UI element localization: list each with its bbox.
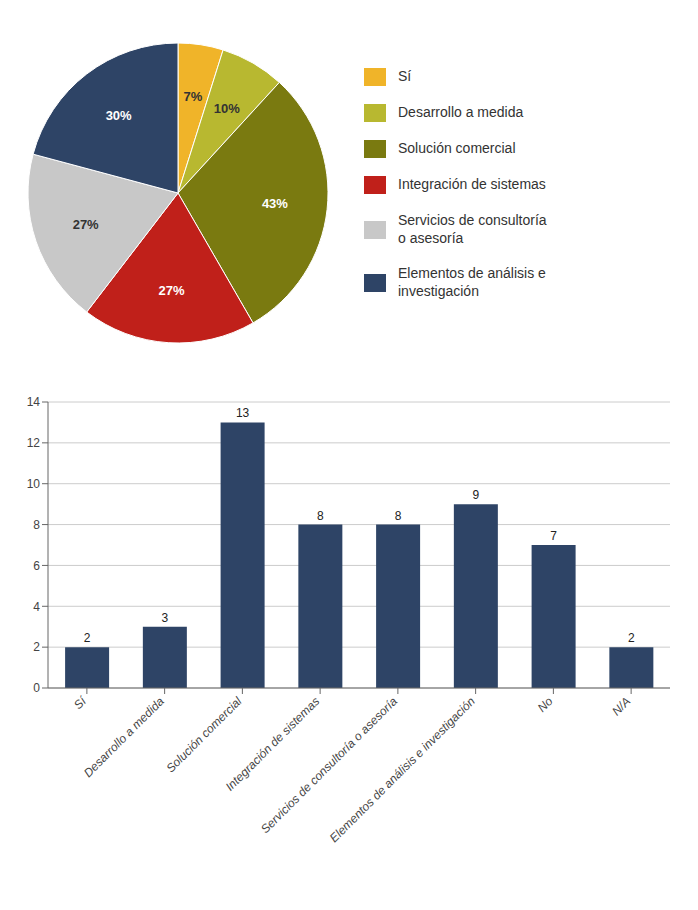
- svg-text:Sí: Sí: [71, 693, 90, 712]
- svg-text:4: 4: [33, 600, 40, 614]
- svg-text:14: 14: [27, 395, 41, 409]
- svg-text:8: 8: [33, 518, 40, 532]
- svg-text:0: 0: [33, 681, 40, 695]
- svg-text:9: 9: [473, 488, 480, 502]
- svg-text:N/A: N/A: [609, 694, 633, 718]
- html-text:Integración de sistemas: Integración de sistemas: [398, 176, 546, 193]
- svg-text:6: 6: [33, 559, 40, 573]
- svg-text:Desarrollo a medida: Desarrollo a medida: [81, 694, 167, 780]
- svg-text:12: 12: [27, 436, 41, 450]
- html-text:Elementos de análisis e invest: Elementos de análisis e investigación: [398, 265, 546, 299]
- svg-text:8: 8: [317, 509, 324, 523]
- svg-text:Solución comercial: Solución comercial: [163, 694, 244, 775]
- svg-text:2: 2: [628, 631, 635, 645]
- svg-text:Servicios de consultoría o ase: Servicios de consultoría o asesoría: [258, 694, 400, 836]
- html-text:Sí: Sí: [398, 68, 412, 85]
- html-text:Solución comercial: Solución comercial: [398, 140, 516, 157]
- svg-text:8: 8: [395, 509, 402, 523]
- svg-text:2: 2: [84, 631, 91, 645]
- html-text:Servicios de consultoría o ase: Servicios de consultoría o asesoría: [398, 212, 547, 246]
- svg-text:27%: 27%: [159, 283, 185, 298]
- svg-text:43%: 43%: [262, 196, 288, 211]
- html-text:Desarrollo a medida: Desarrollo a medida: [398, 104, 524, 121]
- svg-text:10%: 10%: [214, 101, 240, 116]
- svg-text:Integración de sistemas: Integración de sistemas: [222, 694, 323, 794]
- svg-text:Elementos de análisis e invest: Elementos de análisis e investigación: [327, 694, 478, 845]
- svg-text:7%: 7%: [183, 89, 202, 104]
- svg-text:3: 3: [162, 611, 169, 625]
- svg-text:30%: 30%: [106, 108, 132, 123]
- svg-text:27%: 27%: [73, 217, 99, 232]
- svg-text:7: 7: [550, 529, 557, 543]
- svg-text:No: No: [535, 694, 556, 715]
- svg-text:2: 2: [33, 640, 40, 654]
- svg-text:13: 13: [236, 406, 250, 420]
- svg-text:10: 10: [27, 477, 41, 491]
